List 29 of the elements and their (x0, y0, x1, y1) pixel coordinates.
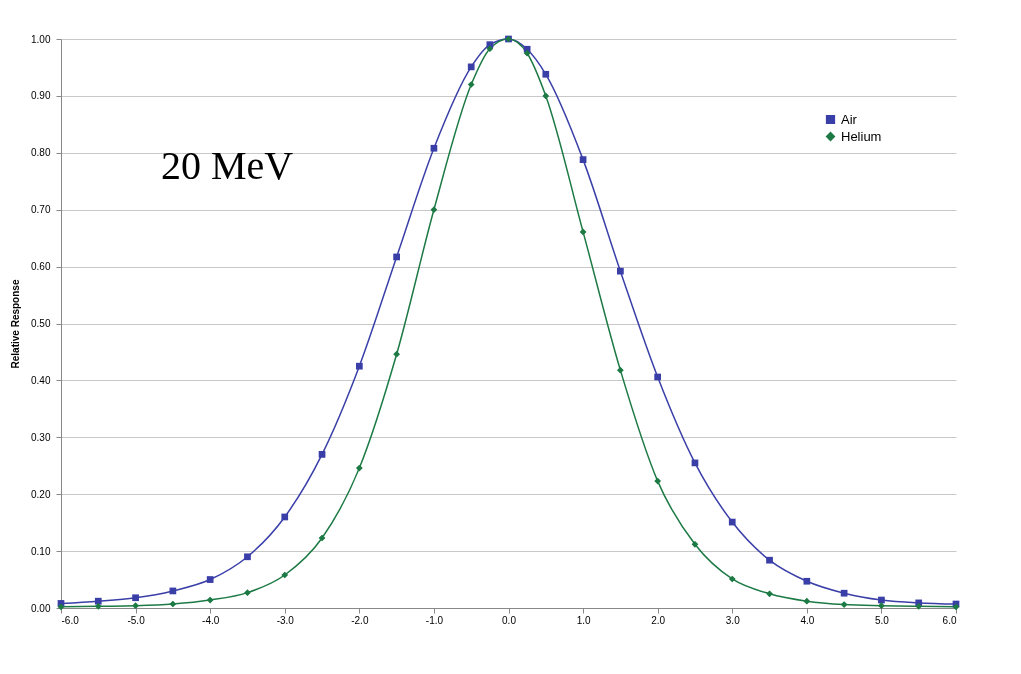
x-tick-label: 1.0 (576, 614, 591, 626)
y-axis-title: Relative Response (10, 279, 22, 369)
x-tick-label: -1.0 (425, 614, 444, 626)
y-tick-label: 0.20 (31, 488, 51, 500)
y-tick-label: 0.40 (31, 374, 51, 386)
x-tick-label: 3.0 (725, 614, 741, 626)
x-tick-label: -5.0 (127, 614, 146, 626)
annotation: 20 MeV (161, 143, 294, 188)
x-tick-label: -4.0 (202, 614, 220, 626)
legend-label: Helium (841, 128, 882, 144)
y-tick-label: 0.90 (31, 90, 51, 102)
x-tick-label: 6.0 (942, 614, 957, 626)
y-tick-label: 1.00 (31, 33, 51, 45)
point (244, 589, 251, 596)
x-tick-label: 2.0 (651, 614, 666, 626)
x-tick-label: -3.0 (276, 614, 295, 626)
y-tick-label: 0.10 (31, 545, 51, 557)
y-tick-label: 0.30 (31, 431, 51, 443)
y-tick-label: 0.00 (31, 602, 51, 614)
y-tick-label: 0.50 (31, 318, 51, 329)
x-tick-label: 0.0 (502, 614, 517, 626)
x-tick-label: -6.0 (61, 614, 80, 626)
y-tick-label: 0.70 (31, 204, 51, 216)
y-tick-label: 0.80 (31, 147, 51, 159)
x-tick-label: 5.0 (874, 614, 890, 626)
x-tick-label: 4.0 (800, 614, 815, 626)
x-tick-label: -2.0 (351, 614, 369, 626)
y-tick-label: 0.60 (31, 261, 51, 273)
legend-label: Air (841, 111, 858, 127)
